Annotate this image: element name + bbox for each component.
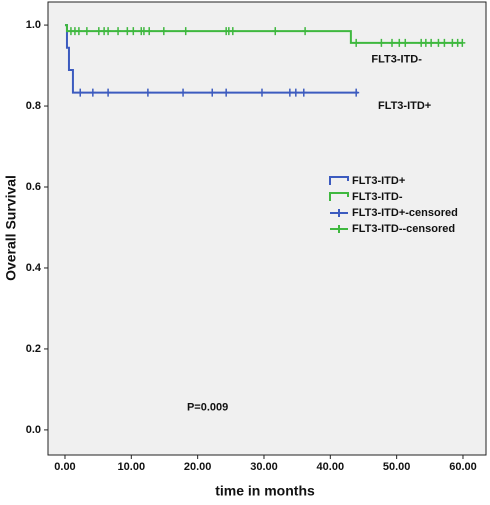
legend-swatch [329, 192, 349, 201]
censor-mark [140, 27, 147, 36]
legend-label: FLT3-ITD--censored [352, 223, 455, 235]
x-tick-label: 20.00 [184, 461, 212, 473]
censor-mark [223, 88, 230, 97]
censor-mark [378, 38, 385, 47]
censor-mark [105, 88, 112, 97]
censor-mark [286, 88, 293, 97]
censor-mark [389, 38, 396, 47]
censor-mark [353, 88, 360, 97]
censor-mark [272, 27, 279, 36]
legend-swatch [329, 176, 349, 185]
censor-mark [258, 88, 265, 97]
censor-mark [422, 38, 429, 47]
censor-mark [435, 38, 442, 47]
censor-mark [95, 27, 102, 36]
legend-swatch [330, 209, 348, 217]
y-tick-label: 0.2 [26, 343, 41, 355]
censor-mark [441, 38, 448, 47]
censor-mark [77, 88, 84, 97]
censor-mark [144, 88, 151, 97]
censor-mark [89, 88, 96, 97]
plot-area [47, 1, 487, 456]
censor-mark [302, 27, 309, 36]
censor-mark [292, 88, 299, 97]
x-tick-label: 60.00 [449, 461, 477, 473]
censor-mark [83, 27, 90, 36]
censor-mark [75, 27, 82, 36]
x-tick-label: 50.00 [383, 461, 411, 473]
annotation: P=0.009 [187, 402, 228, 414]
legend-swatch [330, 225, 348, 233]
annotation: FLT3-ITD- [371, 53, 422, 65]
legend-label: FLT3-ITD+ [352, 175, 405, 187]
censor-mark [146, 27, 153, 36]
censor-mark [182, 27, 189, 36]
censor-mark [115, 27, 122, 36]
censor-mark [449, 38, 456, 47]
survival-curve [64, 24, 463, 44]
censor-mark [396, 38, 403, 47]
censor-mark [300, 88, 307, 97]
censor-mark [428, 38, 435, 47]
x-tick-label: 30.00 [250, 461, 278, 473]
x-tick-label: 40.00 [317, 461, 345, 473]
censor-mark [160, 27, 167, 36]
y-tick-label: 0.6 [26, 181, 41, 193]
y-tick-label: 0.4 [26, 262, 42, 274]
y-axis-title: Overall Survival [3, 175, 19, 281]
censor-mark [209, 88, 216, 97]
censor-mark [402, 38, 409, 47]
censor-mark [124, 27, 131, 36]
y-tick-label: 0.0 [26, 424, 41, 436]
legend-label: FLT3-ITD+-censored [352, 207, 458, 219]
y-tick-label: 0.8 [26, 100, 41, 112]
x-tick-label: 0.00 [54, 461, 75, 473]
censor-mark [180, 88, 187, 97]
x-axis-title: time in months [215, 483, 315, 499]
censor-mark [229, 27, 236, 36]
x-tick-label: 10.00 [118, 461, 146, 473]
annotation: FLT3-ITD+ [378, 100, 431, 112]
censor-mark [105, 27, 112, 36]
y-tick-label: 1.0 [26, 19, 41, 31]
censor-mark [459, 38, 466, 47]
censor-mark [130, 27, 137, 36]
censor-mark [353, 38, 360, 47]
legend-label: FLT3-ITD- [352, 191, 403, 203]
